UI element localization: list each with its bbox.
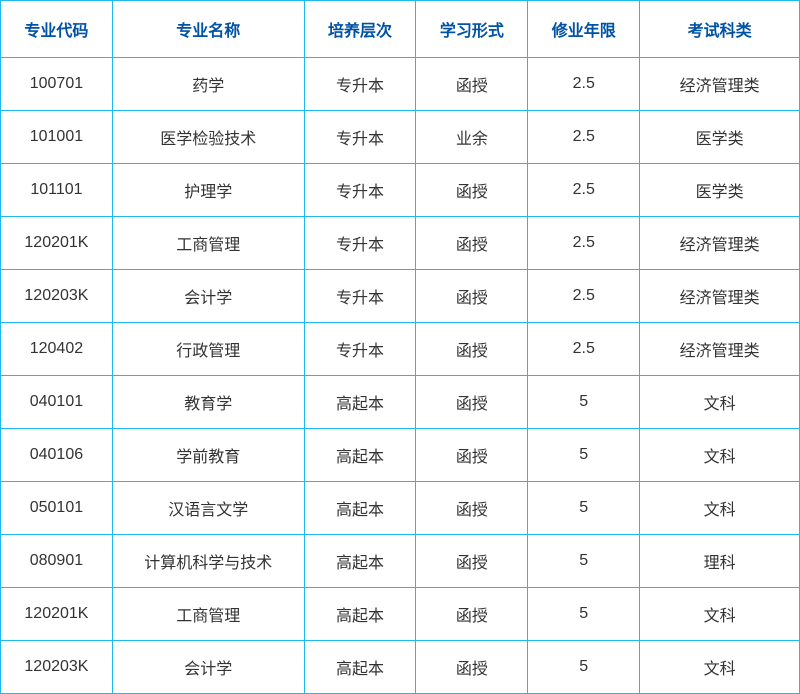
cell-code: 050101 — [1, 482, 113, 535]
cell-exam: 文科 — [640, 588, 800, 641]
cell-mode: 函授 — [416, 58, 528, 111]
cell-name: 会计学 — [112, 270, 304, 323]
col-header-code: 专业代码 — [1, 1, 113, 58]
cell-mode: 函授 — [416, 641, 528, 694]
cell-level: 高起本 — [304, 641, 416, 694]
cell-level: 专升本 — [304, 217, 416, 270]
table-row: 120203K 会计学 高起本 函授 5 文科 — [1, 641, 800, 694]
table-container: 专业代码 专业名称 培养层次 学习形式 修业年限 考试科类 100701 药学 … — [0, 0, 800, 694]
cell-years: 5 — [528, 376, 640, 429]
col-header-level: 培养层次 — [304, 1, 416, 58]
cell-name: 学前教育 — [112, 429, 304, 482]
cell-name: 药学 — [112, 58, 304, 111]
table-body: 100701 药学 专升本 函授 2.5 经济管理类 101001 医学检验技术… — [1, 58, 800, 694]
cell-mode: 函授 — [416, 588, 528, 641]
col-header-mode: 学习形式 — [416, 1, 528, 58]
table-row: 120402 行政管理 专升本 函授 2.5 经济管理类 — [1, 323, 800, 376]
cell-exam: 医学类 — [640, 111, 800, 164]
table-row: 120201K 工商管理 专升本 函授 2.5 经济管理类 — [1, 217, 800, 270]
cell-name: 护理学 — [112, 164, 304, 217]
cell-years: 5 — [528, 641, 640, 694]
cell-exam: 经济管理类 — [640, 270, 800, 323]
cell-code: 040106 — [1, 429, 113, 482]
cell-years: 5 — [528, 429, 640, 482]
cell-years: 2.5 — [528, 270, 640, 323]
cell-level: 高起本 — [304, 376, 416, 429]
table-row: 100701 药学 专升本 函授 2.5 经济管理类 — [1, 58, 800, 111]
cell-level: 高起本 — [304, 429, 416, 482]
table-row: 120201K 工商管理 高起本 函授 5 文科 — [1, 588, 800, 641]
cell-mode: 函授 — [416, 376, 528, 429]
cell-name: 汉语言文学 — [112, 482, 304, 535]
cell-mode: 函授 — [416, 535, 528, 588]
cell-name: 计算机科学与技术 — [112, 535, 304, 588]
cell-level: 专升本 — [304, 323, 416, 376]
table-row: 040106 学前教育 高起本 函授 5 文科 — [1, 429, 800, 482]
cell-exam: 经济管理类 — [640, 217, 800, 270]
cell-code: 120201K — [1, 217, 113, 270]
cell-exam: 理科 — [640, 535, 800, 588]
cell-exam: 文科 — [640, 376, 800, 429]
table-row: 040101 教育学 高起本 函授 5 文科 — [1, 376, 800, 429]
cell-exam: 文科 — [640, 429, 800, 482]
cell-exam: 经济管理类 — [640, 58, 800, 111]
cell-years: 5 — [528, 588, 640, 641]
cell-code: 120203K — [1, 641, 113, 694]
cell-name: 行政管理 — [112, 323, 304, 376]
cell-years: 5 — [528, 535, 640, 588]
cell-name: 医学检验技术 — [112, 111, 304, 164]
cell-level: 高起本 — [304, 535, 416, 588]
table-header-row: 专业代码 专业名称 培养层次 学习形式 修业年限 考试科类 — [1, 1, 800, 58]
col-header-exam: 考试科类 — [640, 1, 800, 58]
table-row: 120203K 会计学 专升本 函授 2.5 经济管理类 — [1, 270, 800, 323]
cell-code: 120402 — [1, 323, 113, 376]
cell-exam: 文科 — [640, 641, 800, 694]
cell-exam: 医学类 — [640, 164, 800, 217]
cell-name: 工商管理 — [112, 588, 304, 641]
cell-code: 080901 — [1, 535, 113, 588]
cell-level: 高起本 — [304, 588, 416, 641]
cell-years: 2.5 — [528, 164, 640, 217]
cell-code: 101001 — [1, 111, 113, 164]
cell-mode: 函授 — [416, 164, 528, 217]
cell-mode: 业余 — [416, 111, 528, 164]
cell-mode: 函授 — [416, 482, 528, 535]
table-row: 050101 汉语言文学 高起本 函授 5 文科 — [1, 482, 800, 535]
cell-years: 2.5 — [528, 323, 640, 376]
cell-years: 2.5 — [528, 217, 640, 270]
table-row: 080901 计算机科学与技术 高起本 函授 5 理科 — [1, 535, 800, 588]
col-header-years: 修业年限 — [528, 1, 640, 58]
cell-exam: 文科 — [640, 482, 800, 535]
cell-mode: 函授 — [416, 429, 528, 482]
cell-exam: 经济管理类 — [640, 323, 800, 376]
cell-level: 高起本 — [304, 482, 416, 535]
cell-years: 5 — [528, 482, 640, 535]
cell-code: 040101 — [1, 376, 113, 429]
cell-name: 教育学 — [112, 376, 304, 429]
cell-level: 专升本 — [304, 111, 416, 164]
cell-level: 专升本 — [304, 270, 416, 323]
cell-years: 2.5 — [528, 111, 640, 164]
cell-code: 120201K — [1, 588, 113, 641]
cell-name: 工商管理 — [112, 217, 304, 270]
program-table: 专业代码 专业名称 培养层次 学习形式 修业年限 考试科类 100701 药学 … — [0, 0, 800, 694]
cell-level: 专升本 — [304, 58, 416, 111]
col-header-name: 专业名称 — [112, 1, 304, 58]
cell-code: 120203K — [1, 270, 113, 323]
cell-code: 100701 — [1, 58, 113, 111]
cell-name: 会计学 — [112, 641, 304, 694]
cell-years: 2.5 — [528, 58, 640, 111]
cell-level: 专升本 — [304, 164, 416, 217]
table-row: 101001 医学检验技术 专升本 业余 2.5 医学类 — [1, 111, 800, 164]
cell-mode: 函授 — [416, 217, 528, 270]
cell-code: 101101 — [1, 164, 113, 217]
table-row: 101101 护理学 专升本 函授 2.5 医学类 — [1, 164, 800, 217]
cell-mode: 函授 — [416, 323, 528, 376]
cell-mode: 函授 — [416, 270, 528, 323]
